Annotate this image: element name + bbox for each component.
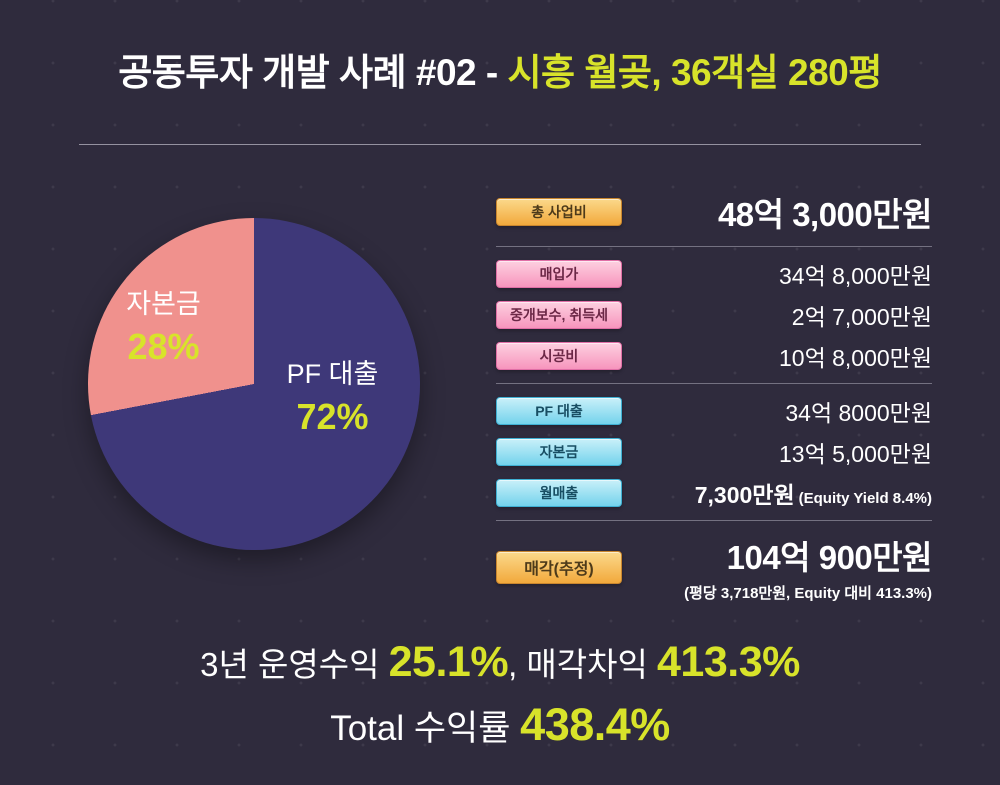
value-pf-loan: 34억 8000만원	[785, 400, 932, 426]
finance-row-total-cost: 총 사업비 48억 3,000만원	[496, 188, 933, 236]
pie-label-equity: 자본금 28%	[96, 288, 231, 369]
title-divider	[79, 144, 921, 145]
section-divider	[496, 520, 932, 521]
finance-table: 총 사업비 48억 3,000만원 매입가 34억 8,000만원 중개보수, …	[496, 188, 933, 603]
value-sale-estimate: 104억 900만원	[726, 539, 933, 576]
finance-row-equity: 자본금 13억 5,000만원	[496, 435, 932, 469]
title-main: 공동투자 개발 사례 #02 -	[118, 52, 508, 93]
value-equity: 13억 5,000만원	[778, 441, 932, 467]
badge-purchase-price: 매입가	[496, 260, 622, 288]
badge-equity: 자본금	[496, 438, 622, 466]
monthly-revenue-note: (Equity Yield 8.4%)	[798, 490, 932, 507]
finance-row-pf-loan: PF 대출 34억 8000만원	[496, 394, 932, 428]
pie-label-pf-loan-name: PF 대출	[286, 359, 379, 389]
pie-label-pf-loan-percent: 72%	[296, 395, 369, 437]
value-total-cost: 48억 3,000만원	[717, 196, 933, 233]
summary-total-value: 438.4%	[520, 699, 670, 751]
badge-sale-estimate: 매각(추정)	[496, 550, 622, 584]
finance-row-purchase-price: 매입가 34억 8,000만원	[496, 257, 932, 291]
monthly-revenue-amount: 7,300만원	[694, 482, 795, 508]
summary-line2: Total 수익률 438.4%	[0, 695, 1000, 756]
summary-operating-label: 3년 운영수익	[200, 646, 389, 683]
summary: 3년 운영수익 25.1%, 매각차익 413.3% Total 수익률 438…	[0, 633, 1000, 756]
pie-chart-area: 자본금 28% PF 대출 72%	[88, 218, 428, 563]
value-construction-cost: 10억 8,000만원	[778, 345, 932, 371]
summary-operating-value: 25.1%	[388, 638, 509, 686]
pie-label-equity-percent: 28%	[127, 325, 200, 367]
pie-label-equity-name: 자본금	[126, 289, 201, 319]
badge-construction-cost: 시공비	[496, 342, 622, 370]
badge-monthly-revenue: 월매출	[496, 479, 622, 507]
value-monthly-revenue: 7,300만원 (Equity Yield 8.4%)	[695, 476, 932, 510]
value-purchase-price: 34억 8,000만원	[778, 263, 932, 289]
finance-row-sale-estimate: 매각(추정) 104억 900만원 (평당 3,718만원, Equity 대비…	[496, 531, 932, 603]
section-divider	[496, 383, 932, 384]
finance-row-fees-taxes: 중개보수, 취득세 2억 7,000만원	[496, 298, 932, 332]
badge-fees-taxes: 중개보수, 취득세	[496, 301, 622, 329]
value-fees-taxes: 2억 7,000만원	[791, 304, 932, 330]
sale-estimate-block: 104억 900만원 (평당 3,718만원, Equity 대비 413.3%…	[684, 531, 932, 603]
title-highlight: 시흥 월곶, 36객실 280평	[507, 52, 882, 93]
finance-row-construction-cost: 시공비 10억 8,000만원	[496, 339, 932, 373]
page-title: 공동투자 개발 사례 #02 - 시흥 월곶, 36객실 280평	[0, 42, 1000, 96]
sale-estimate-note: (평당 3,718만원, Equity 대비 413.3%)	[684, 585, 932, 602]
summary-sale-gain-value: 413.3%	[657, 638, 800, 686]
pie-chart	[88, 218, 420, 550]
summary-line1: 3년 운영수익 25.1%, 매각차익 413.3%	[0, 633, 1000, 691]
summary-sale-gain-label: , 매각차익	[508, 646, 658, 683]
badge-pf-loan: PF 대출	[496, 397, 622, 425]
pie-label-pf-loan: PF 대출 72%	[260, 358, 405, 439]
summary-total-label: Total 수익률	[330, 709, 521, 749]
finance-row-monthly-revenue: 월매출 7,300만원 (Equity Yield 8.4%)	[496, 476, 932, 510]
section-divider	[496, 246, 932, 247]
badge-total-cost: 총 사업비	[496, 198, 622, 226]
